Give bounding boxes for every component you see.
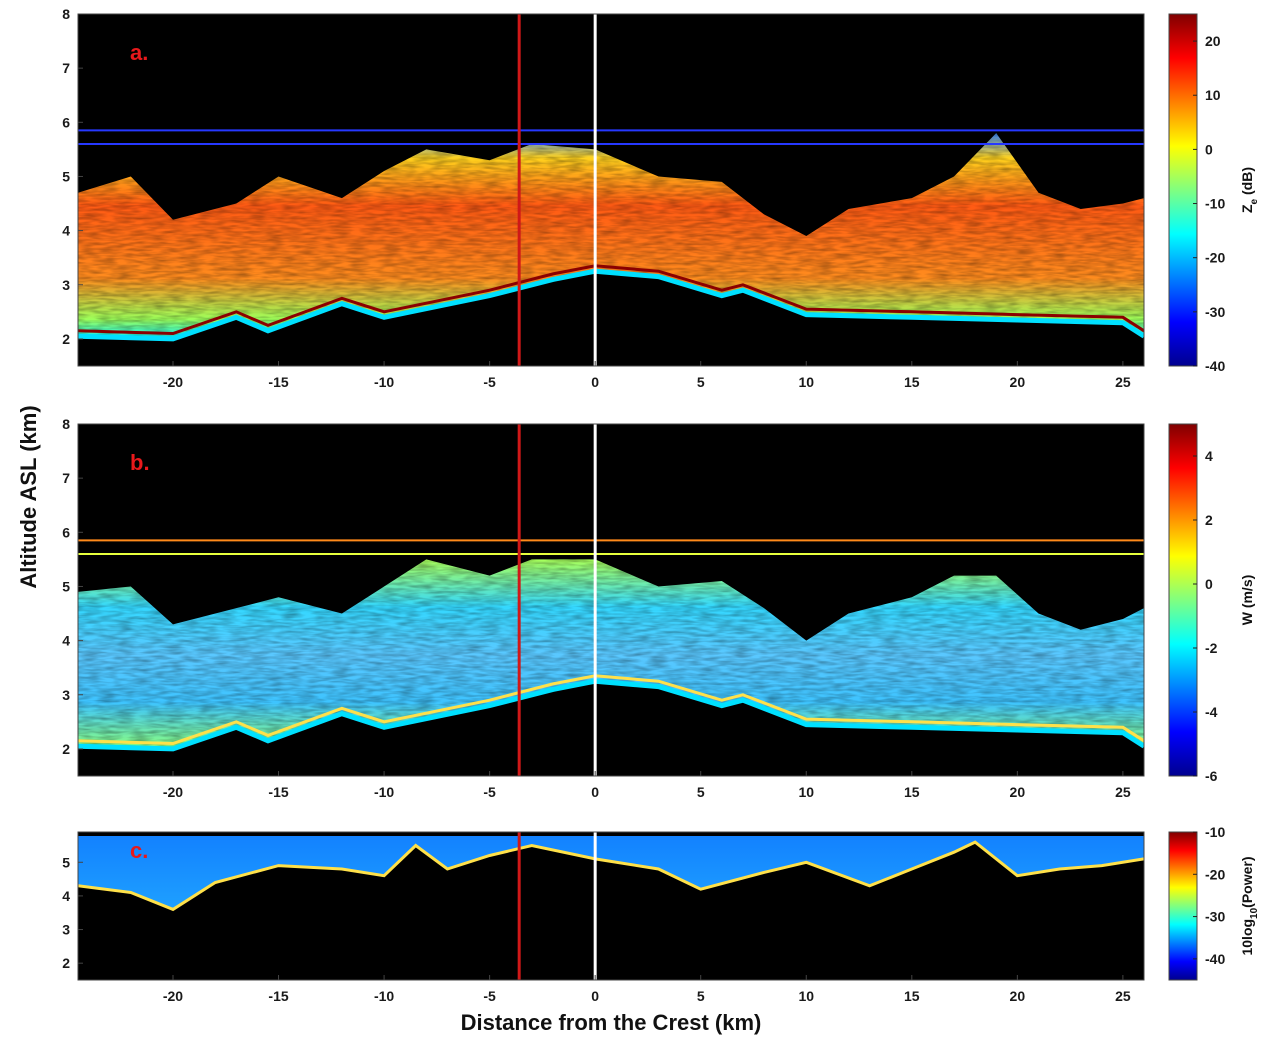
x-tick-label: -20	[163, 374, 183, 390]
colorbar-tick-label: 0	[1205, 576, 1213, 592]
y-tick-label: 5	[62, 168, 70, 184]
colorbar-tick-label: -40	[1205, 358, 1225, 374]
x-tick-label: -20	[163, 988, 183, 1004]
y-tick-label: 3	[62, 687, 70, 703]
colorbar-tick-label: -30	[1205, 304, 1225, 320]
colorbar-tick-label: 10	[1205, 87, 1221, 103]
y-tick-label: 4	[62, 633, 70, 649]
colorbar	[1168, 423, 1198, 777]
panel-3-plot	[78, 832, 1144, 980]
x-tick-label: 0	[591, 784, 599, 800]
x-tick-label: 15	[904, 784, 920, 800]
colorbar-tick-label: -20	[1205, 250, 1225, 266]
panel-label: c.	[130, 838, 148, 863]
y-tick-label: 7	[62, 60, 70, 76]
x-tick-label: -5	[483, 374, 496, 390]
y-tick-label: 4	[62, 888, 70, 904]
x-tick-label: 10	[798, 374, 814, 390]
x-tick-label: 5	[697, 988, 705, 1004]
y-tick-label: 3	[62, 277, 70, 293]
x-tick-label: 0	[591, 374, 599, 390]
signal-region	[78, 832, 1144, 910]
x-tick-label: 25	[1115, 374, 1131, 390]
x-tick-label: -15	[268, 784, 288, 800]
y-tick-label: 5	[62, 578, 70, 594]
colorbar-label-main: 10log	[1239, 919, 1255, 956]
y-tick-label: 6	[62, 114, 70, 130]
colorbar	[1168, 831, 1198, 981]
panel-label: b.	[130, 450, 150, 475]
colorbar-tick-label: -20	[1205, 866, 1225, 882]
colorbar-tick-label: 2	[1205, 512, 1213, 528]
x-tick-label: 10	[798, 784, 814, 800]
x-tick-label: 20	[1010, 784, 1026, 800]
colorbar	[1168, 13, 1198, 367]
x-tick-label: 5	[697, 784, 705, 800]
y-tick-label: 2	[62, 955, 70, 971]
y-tick-label: 3	[62, 922, 70, 938]
y-tick-label: 5	[62, 854, 70, 870]
colorbar-tick-label: -40	[1205, 951, 1225, 967]
x-tick-label: -5	[483, 988, 496, 1004]
y-tick-label: 2	[62, 741, 70, 757]
x-tick-label: -5	[483, 784, 496, 800]
x-tick-label: -10	[374, 374, 394, 390]
x-tick-label: -15	[268, 374, 288, 390]
y-tick-label: 4	[62, 223, 70, 239]
colorbar-label: Ze (dB)	[1239, 167, 1260, 213]
colorbar-tick-label: -10	[1205, 824, 1225, 840]
x-tick-label: 25	[1115, 784, 1131, 800]
x-tick-label: 5	[697, 374, 705, 390]
x-tick-label: -15	[268, 988, 288, 1004]
colorbar-label-subscript: e	[1249, 198, 1260, 204]
colorbar-tick-label: 0	[1205, 141, 1213, 157]
colorbar-label-main: Z	[1239, 204, 1255, 213]
x-tick-label: -20	[163, 784, 183, 800]
x-tick-label: 15	[904, 374, 920, 390]
colorbar-label-unit: (dB)	[1239, 167, 1255, 199]
x-tick-label: 10	[798, 988, 814, 1004]
colorbar-tick-label: -6	[1205, 768, 1218, 784]
x-axis-label: Distance from the Crest (km)	[461, 1010, 762, 1035]
x-tick-label: 15	[904, 988, 920, 1004]
signal-edge-line	[78, 840, 1144, 912]
plot-frame	[77, 423, 1145, 777]
y-tick-label: 8	[62, 6, 70, 22]
x-tick-label: -10	[374, 988, 394, 1004]
echo-texture	[78, 133, 1144, 340]
y-tick-label: 7	[62, 470, 70, 486]
x-tick-label: 20	[1010, 374, 1026, 390]
y-tick-label: 2	[62, 331, 70, 347]
colorbar-tick-label: -4	[1205, 704, 1218, 720]
colorbar-tick-label: 4	[1205, 448, 1213, 464]
x-tick-label: 25	[1115, 988, 1131, 1004]
colorbar-tick-label: -30	[1205, 909, 1225, 925]
x-tick-label: -10	[374, 784, 394, 800]
panels: a.-20 -15 -10 -5 0 5 10 15 20 25234567820100-10-2…	[62, 6, 1260, 1004]
y-axis-label: Altitude ASL (km)	[16, 405, 41, 588]
colorbar-tick-label: 20	[1205, 33, 1221, 49]
y-tick-label: 6	[62, 524, 70, 540]
panel-label: a.	[130, 40, 148, 65]
colorbar-label-unit: (Power)	[1239, 856, 1255, 907]
echo-texture	[78, 559, 1144, 750]
panel-2-plot	[78, 424, 1144, 776]
x-tick-label: 0	[591, 988, 599, 1004]
top-edge-band	[78, 832, 1144, 836]
plot-frame	[77, 831, 1145, 981]
colorbar-tick-label: -2	[1205, 640, 1218, 656]
colorbar-label: 10log10(Power)	[1239, 856, 1260, 955]
panel-1-plot	[78, 14, 1144, 366]
colorbar-tick-label: -10	[1205, 196, 1225, 212]
plot-frame	[77, 13, 1145, 367]
x-tick-label: 20	[1010, 988, 1026, 1004]
colorbar-label-subscript: 10	[1249, 907, 1260, 919]
y-tick-label: 8	[62, 416, 70, 432]
colorbar-label-main: W (m/s)	[1239, 575, 1255, 626]
colorbar-label: W (m/s)	[1239, 575, 1255, 626]
